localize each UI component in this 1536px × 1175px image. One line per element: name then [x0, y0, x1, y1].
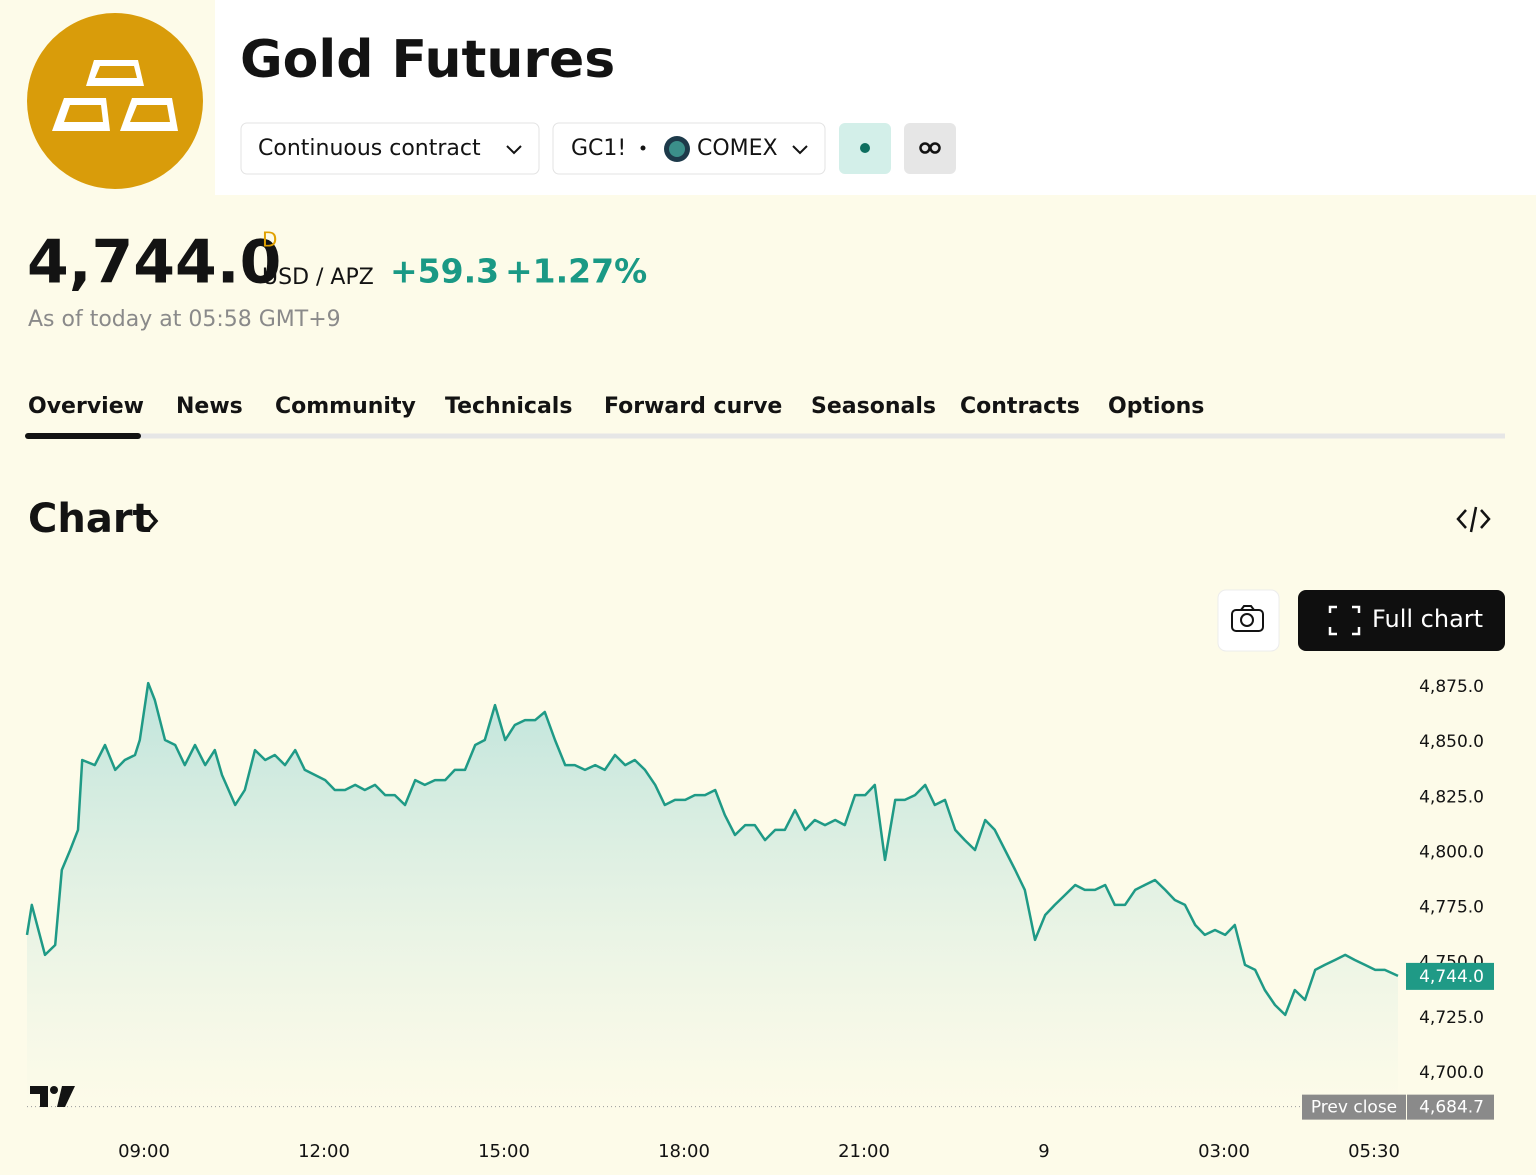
- embed-button[interactable]: [1456, 506, 1491, 533]
- y-tick-label: 4,850.0: [1419, 732, 1484, 752]
- prev-close-name: Prev close: [1311, 1098, 1397, 1118]
- prev-close-tag: [1302, 1094, 1406, 1120]
- change-percent: +1.27%: [505, 252, 647, 291]
- full-chart-label: Full chart: [1372, 605, 1483, 633]
- prev-close-value-tag: [1407, 1094, 1494, 1120]
- tab[interactable]: Forward curve: [604, 394, 782, 419]
- x-tick-label: 21:00: [838, 1141, 890, 1162]
- x-tick-label: 15:00: [478, 1141, 530, 1162]
- status-button[interactable]: [839, 123, 891, 174]
- y-tick-label: 4,725.0: [1419, 1008, 1484, 1028]
- price: 4,744.0: [27, 228, 281, 298]
- x-tick-label: 9: [1038, 1141, 1049, 1162]
- tabs: Overview News Community Technicals Forward c…: [28, 394, 1204, 419]
- last-price-label: 4,744.0: [1419, 967, 1484, 987]
- y-tick-label: 4,875.0: [1419, 677, 1484, 697]
- snapshot-button[interactable]: [1217, 589, 1280, 652]
- y-tick-label: 4,825.0: [1419, 787, 1484, 807]
- as-of: As of today at 05:58 GMT+9: [28, 307, 341, 332]
- x-tick-label: 09:00: [118, 1141, 170, 1162]
- contract-select[interactable]: Continuous contract: [240, 122, 540, 175]
- logo: [27, 13, 203, 189]
- price-badge: D: [262, 228, 277, 252]
- title: Gold Futures: [240, 30, 615, 90]
- tab[interactable]: Overview: [28, 394, 144, 419]
- link-button[interactable]: [904, 123, 956, 174]
- symbol: GC1!: [571, 136, 626, 161]
- full-chart-button[interactable]: Full chart: [1298, 590, 1505, 651]
- chart: 4,700.04,725.04,750.04,775.04,800.04,825…: [25, 677, 1494, 1162]
- tab[interactable]: News: [176, 394, 243, 419]
- chevron: [146, 510, 159, 532]
- x-tick-label: 12:00: [298, 1141, 350, 1162]
- currency: USD / APZ: [262, 265, 374, 290]
- tab[interactable]: Seasonals: [811, 394, 936, 419]
- prev-close-value: 4,684.7: [1419, 1098, 1484, 1118]
- exchange: COMEX: [697, 136, 778, 161]
- y-tick-label: 4,775.0: [1419, 898, 1484, 918]
- x-tick-label: 03:00: [1198, 1141, 1250, 1162]
- tab[interactable]: Contracts: [960, 394, 1080, 419]
- y-tick-label: 4,700.0: [1419, 1063, 1484, 1083]
- y-tick-label: 4,800.0: [1419, 842, 1484, 862]
- x-tick-label: 05:30: [1348, 1141, 1400, 1162]
- last-price-tag: [1406, 962, 1494, 990]
- price-line: [25, 681, 1399, 1017]
- tab[interactable]: Community: [275, 394, 416, 419]
- tab[interactable]: Options: [1108, 394, 1204, 419]
- area-fill: [27, 683, 1398, 1107]
- tv-logo: [30, 1086, 75, 1107]
- symbol-select[interactable]: GC1! COMEX: [552, 122, 826, 175]
- contract-label: Continuous contract: [258, 136, 481, 161]
- section-title[interactable]: Chart: [28, 496, 152, 542]
- tab[interactable]: Technicals: [445, 394, 572, 419]
- x-tick-label: 18:00: [658, 1141, 710, 1162]
- change: +59.3: [390, 252, 499, 291]
